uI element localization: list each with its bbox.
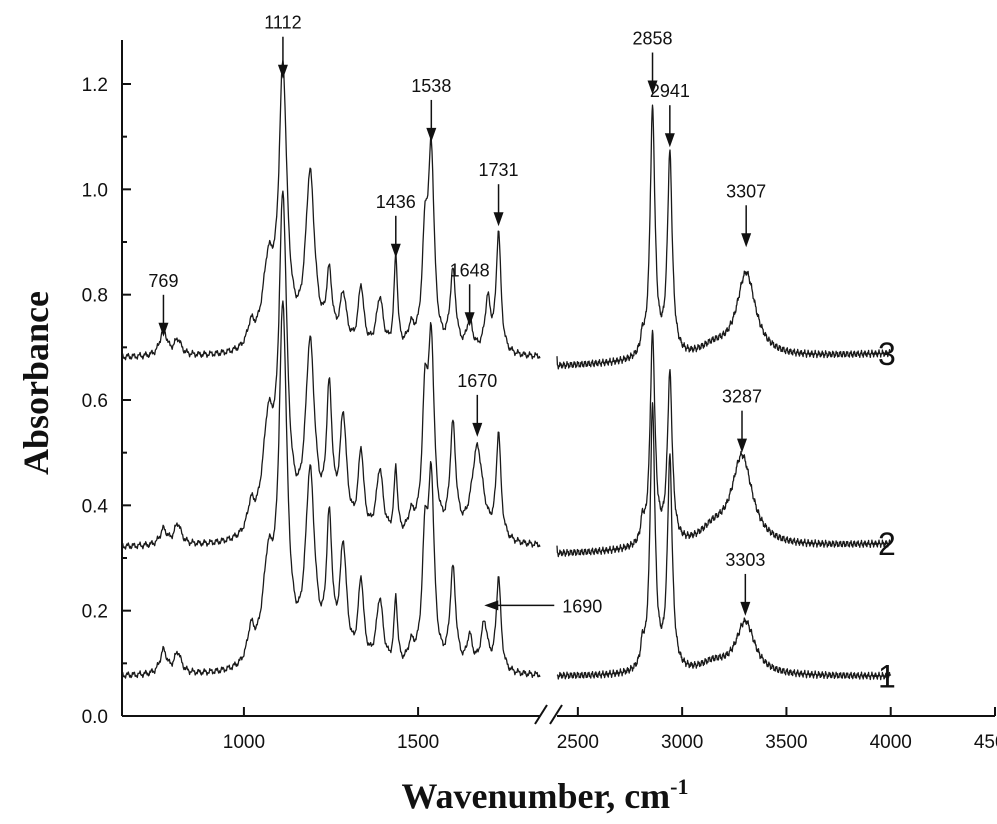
annotation-label: 2941 [650, 81, 690, 101]
annotation-label: 1112 [264, 13, 301, 33]
annotation-arrowhead [158, 322, 169, 337]
axes: 0.0 0.2 0.4 0.6 0.8 1.0 1.2 1000 1500 2500 3000 350… [82, 40, 997, 753]
x-tick-label: 4000 [870, 732, 912, 753]
annotation-arrowhead [737, 438, 748, 453]
spectrum-3-segment-2 [556, 104, 892, 370]
annotation-label: 3287 [722, 387, 762, 407]
annotation-arrowhead [472, 422, 483, 437]
y-tick-label: 1.2 [82, 75, 108, 96]
spectrum-1-segment-1 [121, 300, 541, 679]
x-axis-title: Wavenumber, cm-1 [402, 774, 689, 816]
plot-area: 1 2 3 [121, 59, 896, 695]
x-tick-label: 2500 [557, 732, 599, 753]
y-tick-label: 0.4 [82, 496, 109, 517]
annotation-arrowhead [493, 212, 504, 227]
annotation-label: 1670 [457, 371, 497, 391]
x-axis-title-text: Wavenumber, cm [402, 776, 671, 816]
x-tick-label: 1500 [397, 732, 439, 753]
spectrum-2-segment-2 [556, 329, 892, 558]
spectrum-2-segment-1 [121, 190, 541, 550]
x-tick-label: 3500 [765, 732, 807, 753]
annotation-label: 1538 [411, 76, 451, 96]
x-axis-title-superscript: -1 [670, 774, 688, 799]
x-tick-label: 1000 [223, 732, 265, 753]
annotation-arrowhead [426, 127, 437, 142]
annotation-arrowhead [390, 243, 401, 258]
annotation-label: 3303 [725, 550, 765, 570]
annotation-label: 769 [148, 271, 178, 291]
annotation-arrowhead [464, 312, 475, 327]
annotation-arrowhead [664, 133, 675, 148]
annotation-arrowhead [647, 80, 658, 95]
curve-label-3: 3 [878, 336, 896, 372]
spectrum-1-segment-2 [556, 402, 892, 681]
annotation-label: 1731 [479, 160, 519, 180]
y-tick-label: 0.8 [82, 286, 108, 307]
annotation-arrowhead [277, 64, 288, 79]
axis-break-mark [534, 704, 548, 725]
spectrum-3-segment-1 [121, 59, 541, 361]
curve-label-2: 2 [878, 526, 896, 562]
axis-break-mark [549, 704, 563, 725]
annotation-arrowhead [741, 233, 752, 248]
annotation-label: 1648 [450, 260, 490, 280]
annotation-arrowhead [484, 600, 499, 611]
y-tick-label: 1.0 [82, 180, 108, 201]
y-tick-label: 0.2 [82, 602, 108, 623]
peak-annotations: 769 1112 1436 1538 1648 1731 1670 1690 2858 2941 3… [148, 13, 766, 617]
y-tick-label: 0.6 [82, 391, 108, 412]
y-tick-label: 0.0 [82, 707, 108, 728]
annotation-label: 3307 [726, 181, 766, 201]
curve-label-1: 1 [878, 659, 896, 695]
annotation-label: 2858 [633, 29, 673, 49]
annotation-label: 1436 [376, 192, 416, 212]
y-axis-title: Absorbance [16, 291, 56, 475]
x-tick-label: 3000 [661, 732, 703, 753]
annotation-arrowhead [740, 601, 751, 616]
x-tick-label: 4500 [974, 732, 997, 753]
annotation-label: 1690 [562, 596, 602, 616]
